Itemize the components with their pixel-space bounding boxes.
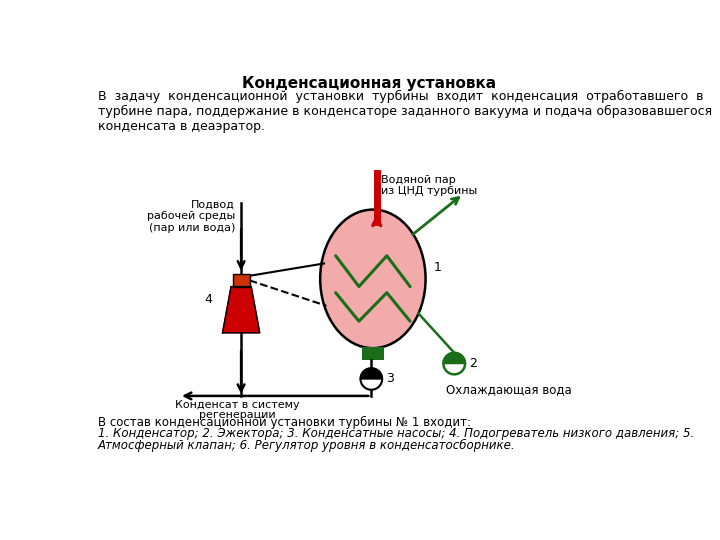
Text: Подвод: Подвод	[191, 200, 235, 210]
Text: 2: 2	[469, 357, 477, 370]
Text: регенерации: регенерации	[199, 410, 276, 420]
Polygon shape	[361, 368, 382, 379]
Polygon shape	[222, 287, 260, 333]
Text: Конденсационная установка: Конденсационная установка	[242, 76, 496, 91]
Bar	[233, 274, 250, 287]
Text: 1: 1	[433, 261, 441, 274]
Text: Атмосферный клапан; 6. Регулятор уровня в конденсатосборнике.: Атмосферный клапан; 6. Регулятор уровня …	[98, 439, 516, 452]
Text: 3: 3	[386, 373, 394, 386]
Text: турбине пара, поддержание в конденсаторе заданного вакуума и подача образовавшег: турбине пара, поддержание в конденсаторе…	[98, 105, 712, 118]
Text: Охлаждающая вода: Охлаждающая вода	[446, 383, 572, 396]
Text: В состав конденсационной установки турбины № 1 входит:: В состав конденсационной установки турби…	[98, 416, 471, 429]
Text: 4: 4	[204, 293, 212, 306]
Circle shape	[361, 368, 382, 390]
Bar	[362, 347, 384, 361]
Text: из ЦНД турбины: из ЦНД турбины	[381, 186, 477, 195]
Text: Водяной пар: Водяной пар	[381, 175, 455, 185]
Circle shape	[444, 353, 465, 374]
Polygon shape	[444, 353, 465, 363]
Text: Конденсат в систему: Конденсат в систему	[175, 400, 300, 410]
Text: 1. Конденсатор; 2. Эжектора; 3. Конденсатные насосы; 4. Подогреватель низкого да: 1. Конденсатор; 2. Эжектора; 3. Конденса…	[98, 428, 694, 441]
Text: рабочей среды: рабочей среды	[147, 211, 235, 221]
Text: конденсата в деаэратор.: конденсата в деаэратор.	[98, 120, 265, 133]
Text: В  задачу  конденсационной  установки  турбины  входит  конденсация  отработавше: В задачу конденсационной установки турби…	[98, 90, 703, 103]
Ellipse shape	[320, 210, 426, 348]
Text: (пар или вода): (пар или вода)	[148, 222, 235, 233]
